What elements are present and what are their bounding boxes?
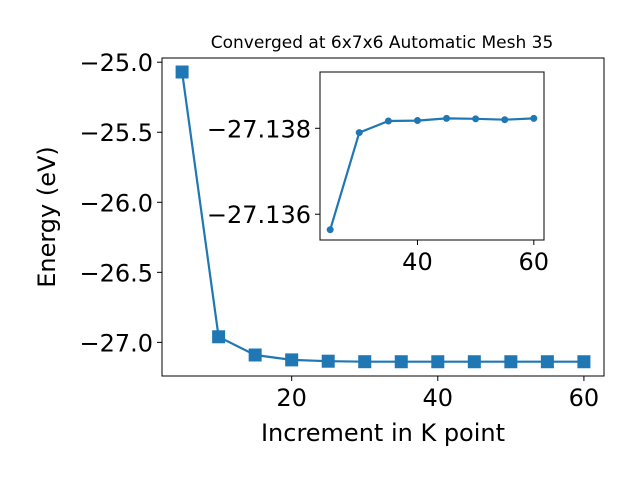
inset-y-ticks: −27.138 −27.136 [207,115,320,229]
inset-series-line [329,117,534,231]
inset-data-point [501,116,509,124]
main-x-tick-label: 60 [569,384,600,412]
inset-x-tick-label: 60 [519,248,550,276]
main-x-tick-label: 20 [276,384,307,412]
inset-data-point [413,117,421,125]
main-x-tick-label: 40 [423,384,454,412]
main-y-ticks: −27.0 −26.5 −26.0 −25.5 −25.0 [79,49,162,357]
main-data-point [504,355,518,369]
inset-data-point [355,129,363,137]
main-data-point [577,355,591,369]
inset-data-point [384,117,392,125]
main-y-tick-label: −27.0 [79,329,153,357]
inset-x-ticks: 40 60 [402,240,549,276]
y-axis-label: Energy (eV) [33,146,61,288]
inset-background [320,72,544,240]
inset-data-point [326,226,334,234]
inset-data-point [530,114,538,122]
inset-x-tick-label: 40 [402,248,433,276]
main-y-tick-label: −26.5 [79,259,153,287]
main-data-point [358,355,372,369]
inset-data-point [472,115,480,123]
main-data-point [394,355,408,369]
inset-series [326,114,538,234]
main-plot-frame [161,57,605,377]
inset-y-tick-label: −27.136 [207,201,311,229]
main-data-point [248,348,262,362]
inset-data-point [443,114,451,122]
main-data-point [467,355,481,369]
main-data-point [321,354,335,368]
main-data-point [212,330,226,344]
chart-title: Converged at 6x7x6 Automatic Mesh 35 [211,33,554,53]
inset-plot-frame [319,71,545,241]
main-data-point [540,355,554,369]
main-y-tick-label: −25.0 [79,49,153,77]
main-y-tick-label: −26.0 [79,189,153,217]
main-x-ticks: 20 40 60 [276,376,599,412]
inset-y-tick-label: −27.138 [207,115,311,143]
main-data-point [431,355,445,369]
main-data-point [175,65,189,79]
main-data-point [285,353,299,367]
x-axis-label: Increment in K point [261,419,505,447]
main-series [175,65,591,369]
main-y-tick-label: −25.5 [79,119,153,147]
